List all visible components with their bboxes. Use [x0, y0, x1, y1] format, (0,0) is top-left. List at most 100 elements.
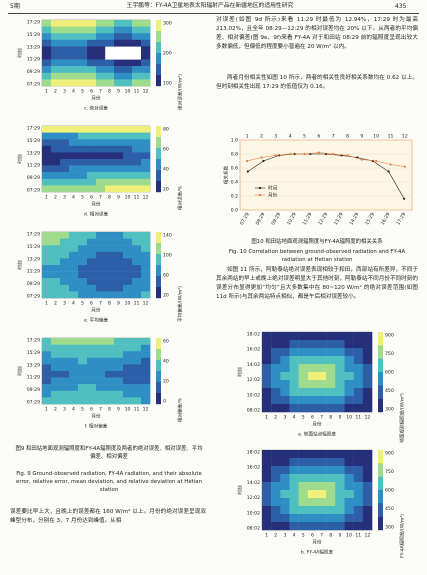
x-tick-label: 3 [63, 89, 66, 95]
x-tick-label: 3 [274, 134, 277, 140]
heatmap-cell [307, 372, 318, 381]
heatmap-cell [78, 66, 88, 73]
fig9-caption-cn: 图9 和田站地面观测辐照度和FY-4A辐照度及两者的绝对误差、相对误差、平均偏差… [15, 446, 203, 460]
y-tick-label: 18:02 [247, 332, 260, 338]
heatmap-cell [326, 364, 336, 373]
heatmap-cell [51, 278, 61, 285]
y-tick-label: 14:02 [247, 362, 260, 368]
heatmap-cell [123, 338, 133, 345]
heatmap-cell [42, 364, 52, 372]
heatmap-cell [42, 66, 52, 73]
heatmap-cell [96, 278, 106, 285]
heatmap-cell [280, 380, 290, 389]
heatmap-cell [280, 356, 290, 365]
heatmap-cell [87, 20, 97, 27]
heatmap-cell [60, 384, 70, 391]
x-tick-label: 13:29 [333, 212, 345, 227]
heatmap-cell [78, 344, 88, 352]
point [260, 156, 263, 159]
colorbar [156, 42, 161, 54]
heatmap-cell [69, 251, 79, 259]
heatmap-cell [335, 372, 345, 381]
heatmap-cell [335, 498, 345, 507]
heatmap-cell [60, 72, 70, 80]
heatmap-cell [114, 20, 124, 27]
heatmap-cell [298, 450, 309, 459]
heatmap-cell [78, 185, 88, 193]
heatmap-cell [326, 340, 336, 349]
heatmap-cell [78, 245, 88, 252]
y-axis-label: 时刻 [237, 485, 244, 495]
heatmap-cell [114, 72, 124, 80]
heatmap-cell [51, 384, 61, 391]
heatmap-cell [141, 26, 151, 34]
heatmap-cell [60, 265, 70, 272]
heatmap-cell [60, 46, 70, 54]
heatmap-cell [114, 126, 124, 133]
colorbar [156, 126, 161, 138]
y-tick-label: 0.8 [231, 152, 238, 158]
heatmap-cell [60, 271, 70, 279]
x-tick-label: 12 [143, 89, 149, 95]
y-tick-label: 16:02 [247, 465, 260, 471]
x-tick-label: 16:29 [380, 212, 392, 227]
heatmap-cell [307, 458, 318, 467]
heatmap-cell [353, 490, 364, 499]
colorbar [156, 349, 161, 361]
heatmap-cell [132, 251, 142, 259]
heatmap-cell [69, 364, 79, 372]
heatmap-cell [87, 245, 97, 252]
x-tick-label: 8 [108, 407, 111, 413]
heatmap-cell [262, 522, 272, 531]
heatmap-cell [69, 66, 79, 73]
heatmap-cell [69, 152, 79, 160]
header-left: 5期 [10, 3, 20, 10]
heatmap-cell [298, 490, 309, 499]
heatmap-cell [262, 380, 272, 389]
paragraph: 两者月份相关性如图 10 所示，两者的相关性良好相关系数均在 0.62 以上。但… [216, 75, 418, 90]
heatmap-cell [335, 506, 345, 515]
heatmap-cell [298, 364, 309, 373]
heatmap-cell [51, 390, 61, 398]
x-tick-label: 9 [360, 134, 363, 140]
heatmap-cell [335, 522, 345, 531]
heatmap-cell [289, 332, 299, 341]
point [262, 159, 265, 163]
x-tick-label: 11 [134, 301, 140, 307]
x-tick-label: 6 [311, 415, 314, 421]
heatmap-cell [362, 348, 373, 357]
heatmap-cell [362, 356, 373, 365]
heatmap-cell [42, 232, 52, 239]
heatmap-cell [105, 152, 115, 160]
x-tick-label: 1 [45, 89, 48, 95]
heatmap-cell [335, 340, 345, 349]
heatmap-cell [141, 245, 151, 252]
heatmap-cell [141, 165, 151, 173]
heatmap-cell [289, 514, 299, 523]
heatmap-cell [96, 245, 106, 252]
y-tick-label: 13:29 [27, 44, 40, 50]
heatmap-cell [87, 145, 97, 153]
heatmap-cell [105, 145, 115, 153]
header-title: 王宇鹏等：FY-4A卫星地表太阳辐射产品在新疆地区的适用性研究 [126, 3, 294, 9]
heatmap-cell [114, 338, 124, 345]
heatmap-cell [42, 384, 52, 391]
heatmap-cell [42, 132, 52, 140]
heatmap-cell [362, 372, 373, 381]
heatmap-cell [60, 278, 70, 285]
x-tick-label: 1 [45, 301, 48, 307]
heatmap-cell [280, 388, 290, 397]
heatmap-cell [132, 66, 142, 73]
line-series [247, 152, 405, 167]
heatmap-cell [51, 172, 61, 179]
heatmap-cell [123, 351, 133, 358]
heatmap-cell [353, 514, 364, 523]
colorbar [156, 338, 161, 350]
heatmap-cell [123, 384, 133, 391]
heatmap-cell [96, 20, 106, 27]
heatmap-cell [141, 238, 151, 246]
heatmap-cell [42, 291, 52, 299]
heatmap-cell [141, 364, 151, 372]
heatmap-cell [60, 159, 70, 166]
